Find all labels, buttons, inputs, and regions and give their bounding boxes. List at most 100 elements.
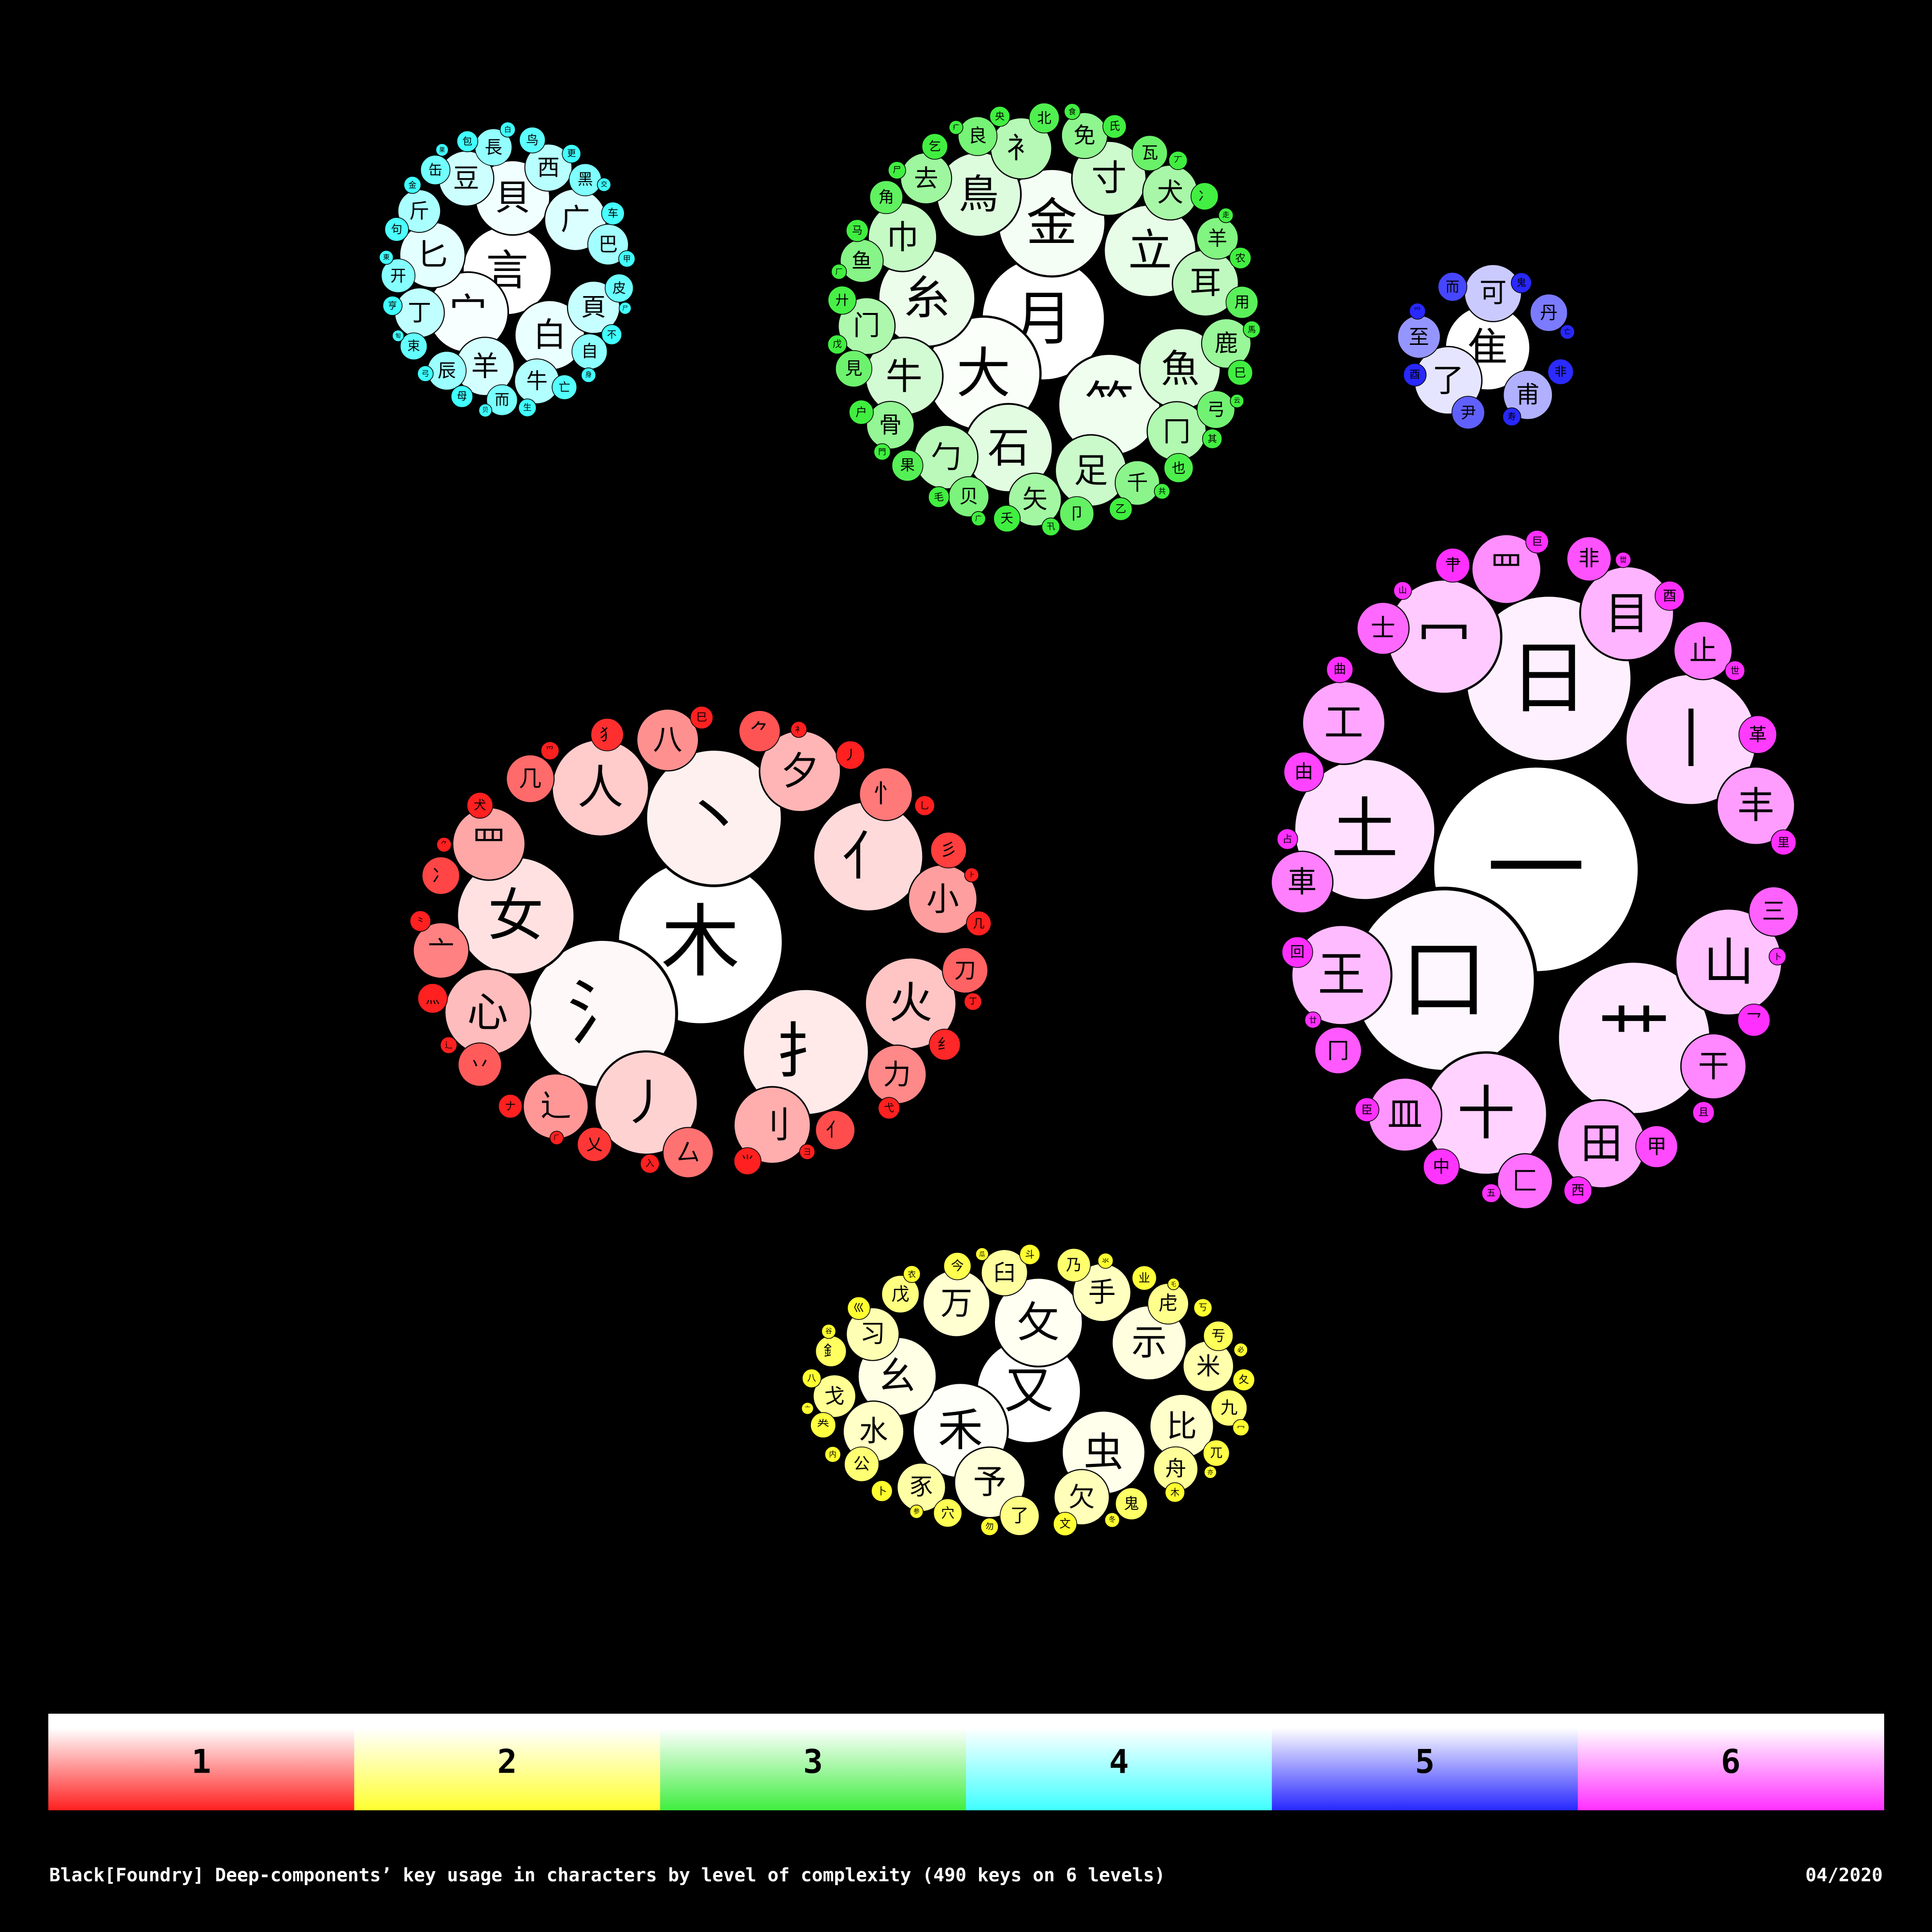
key-label: 冂 [1327,1037,1350,1064]
key-bubble [847,1296,871,1320]
key-label: 示 [1132,1322,1167,1364]
key-label: 幺 [879,1355,916,1398]
key-label: 束 [407,339,420,354]
key-bubble [810,1412,837,1438]
key-bubble [1154,483,1170,500]
key-label: 酉 [1662,588,1676,604]
key-bubble [1471,534,1542,605]
key-label: 日 [1509,632,1588,724]
key-label: 戊 [892,1284,909,1305]
key-label: 十 [1457,1080,1515,1148]
legend-label-4: 4 [1109,1743,1129,1781]
key-bubble [435,143,449,156]
key-bubble [964,992,982,1011]
key-label: 予 [973,1463,1007,1502]
key-bubble [888,161,906,180]
key-bubble [456,130,479,153]
key-label: 公 [853,1455,870,1474]
key-label: ⺀ [415,915,425,927]
key-label: 臣 [1361,1103,1373,1117]
key-bubble [838,297,896,355]
key-bubble [690,706,713,729]
key-bubble [1196,217,1239,260]
key-label: 冬 [1108,1516,1116,1524]
key-label: 非 [1578,547,1600,571]
key-label: 农 [1236,252,1246,264]
key-label: 亻 [826,1119,845,1141]
key-label: 亡 [558,380,570,394]
key-bubble [1064,103,1081,120]
key-bubble [1270,851,1334,914]
key-label: 灬 [426,990,440,1007]
key-label: 占 [1282,833,1292,845]
key-bubble [379,250,394,265]
key-bubble [1290,924,1392,1026]
key-bubble [1164,453,1194,483]
key-label: 牛 [526,369,548,394]
key-label: 厂 [835,268,842,276]
key-bubble [662,1127,714,1179]
key-label: 又 [1004,1363,1054,1420]
key-label: 犭 [599,725,615,744]
key-label: 爫 [1414,307,1421,316]
key-bubble [1227,360,1253,386]
key-label: 鬼 [1517,277,1526,288]
key-label: ⺁ [554,1134,560,1142]
key-label: 田 [1580,1120,1622,1168]
key-label: 几 [519,766,541,792]
key-label: 寸 [1091,158,1126,199]
key-label: 身 [585,371,592,379]
key-label: 羊 [471,350,499,383]
key-bubble [971,511,986,526]
key-bubble [799,1144,815,1160]
key-bubble [601,324,623,345]
key-label: 門 [878,447,886,456]
key-bubble [1229,247,1252,270]
key-label: 几 [973,916,984,930]
key-bubble [844,1447,880,1482]
key-label: 戈 [824,1384,845,1408]
key-bubble [549,1131,564,1145]
key-label: 习 [860,1320,885,1349]
key-bubble [1283,752,1324,793]
key-label: 亐 [1211,1328,1225,1344]
key-label: 毛 [934,491,944,503]
key-label: 丂 [1199,1303,1208,1313]
key-label: ⺊ [968,871,975,879]
key-label: 尹 [1461,403,1476,422]
key-label: 見 [845,359,863,379]
key-bubble [581,367,597,383]
key-label: 广 [561,203,590,237]
key-bubble [1615,552,1632,568]
key-label: 央 [995,111,1005,122]
key-label: 匕 [417,237,448,273]
key-bubble [739,710,781,753]
key-label: 鳥 [959,171,999,218]
key-label: 良 [968,126,987,147]
key-bubble [1403,363,1427,387]
legend-label-3: 3 [803,1743,823,1781]
key-label: 不 [607,329,617,340]
key-bubble [733,1086,811,1165]
key-label: 犬 [474,798,486,812]
key-label: 中 [1433,1157,1450,1177]
key-label: 贝 [959,486,979,508]
key-label: 亦 [1208,1468,1213,1476]
key-bubble [605,273,634,303]
key-label: 丨 [1660,703,1722,776]
key-bubble [1204,1465,1217,1479]
key-label: 缶 [428,162,442,178]
key-bubble [933,1498,963,1528]
legend-label-6: 6 [1721,1743,1741,1781]
key-label: 土 [1331,791,1399,869]
key-label: 刂 [754,1104,791,1147]
key-bubble [869,180,903,214]
key-label: 必 [1237,1346,1244,1354]
key-label: 乞 [929,140,941,154]
key-label: 丷 [469,1052,490,1077]
key-bubble [836,740,865,770]
key-bubble [422,856,460,895]
key-bubble [993,505,1021,533]
key-bubble [930,832,967,868]
key-label: 广 [975,515,982,523]
